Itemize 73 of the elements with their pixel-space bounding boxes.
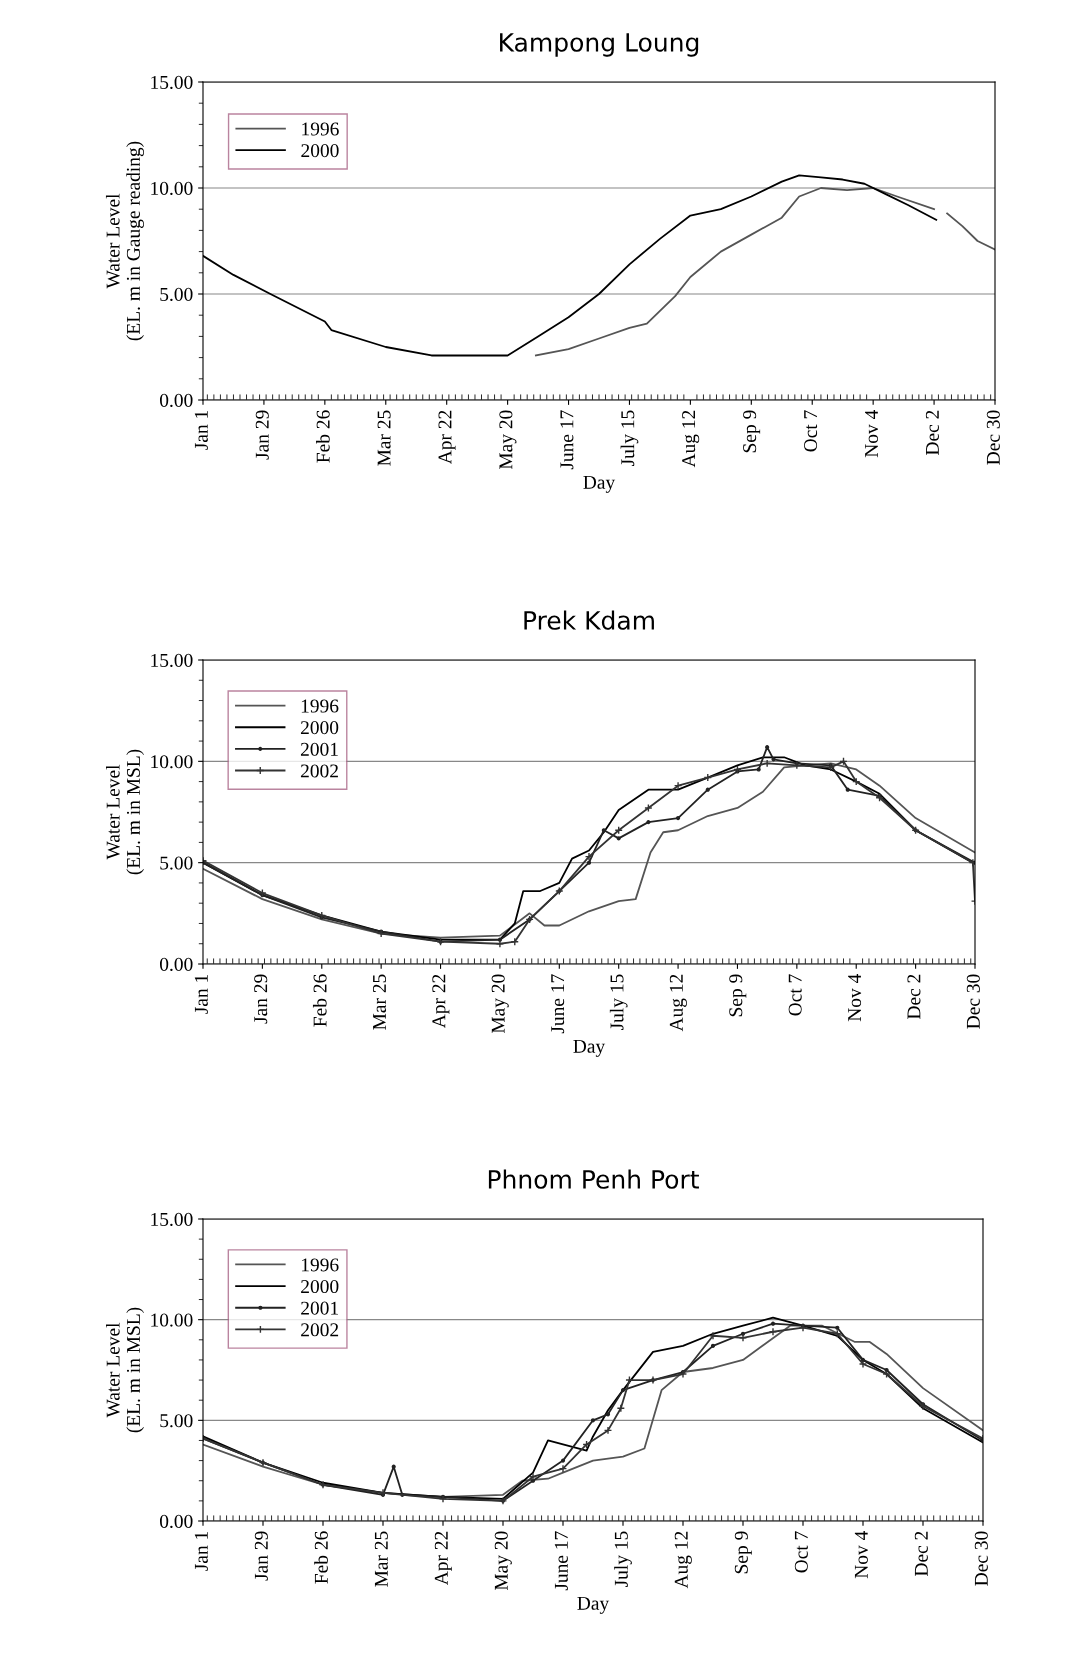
- x-tick-label: Nov 4: [865, 410, 879, 458]
- legend-label: 1996: [301, 699, 339, 713]
- y-tick-label: 10.00: [151, 181, 193, 196]
- legend-label: 2001: [301, 1301, 338, 1315]
- legend-label: 2000: [301, 144, 339, 158]
- x-tick-label: Feb 26: [314, 1531, 328, 1584]
- y-tick-label: 0.00: [159, 1514, 193, 1529]
- y-tick-label: 10.00: [151, 755, 193, 769]
- x-tick-label: Aug 12: [682, 410, 700, 468]
- y-tick-label: 0.00: [159, 957, 193, 972]
- y-axis-title: Water Level (EL. m in Gauge reading): [105, 141, 144, 341]
- legend-label: 2002: [301, 1323, 339, 1337]
- y-axis-title: Water Level (EL. m in MSL): [106, 1307, 144, 1433]
- x-axis-title: Day: [573, 1039, 606, 1057]
- y-tick-label: 15.00: [151, 75, 193, 90]
- x-tick-label: Dec 30: [966, 974, 980, 1029]
- x-tick-label: Nov 4: [848, 974, 862, 1022]
- x-tick-label: Sep 9: [743, 410, 761, 453]
- x-tick-label: Oct 7: [788, 974, 802, 1016]
- x-tick-label: Jan 29: [254, 974, 268, 1024]
- x-tick-label: Aug 12: [669, 974, 687, 1032]
- x-tick-label: Jan 29: [255, 410, 269, 460]
- chart-title: Phnom Penh Port: [488, 1169, 699, 1189]
- y-tick-label: 5.00: [160, 1414, 193, 1428]
- x-tick-label: Apr 22: [434, 1531, 452, 1586]
- x-tick-label: Dec 2: [907, 974, 921, 1020]
- legend-label: 2000: [301, 1279, 339, 1294]
- legend-label: 2001: [300, 742, 338, 756]
- x-tick-label: Dec 2: [925, 410, 939, 456]
- x-axis-title: Day: [577, 1596, 610, 1614]
- x-tick-label: Feb 26: [312, 974, 327, 1027]
- chart-title: Kampong Loung: [500, 33, 699, 57]
- x-tick-label: Feb 26: [316, 410, 330, 463]
- x-tick-label: July 15: [614, 1531, 632, 1588]
- x-tick-label: Apr 22: [432, 974, 450, 1029]
- x-tick-label: Mar 25: [372, 974, 387, 1030]
- x-tick-label: Mar 25: [377, 410, 391, 466]
- x-tick-label: Oct 7: [804, 410, 818, 452]
- x-tick-label: July 15: [620, 410, 639, 467]
- x-axis-title: Day: [583, 475, 616, 493]
- legend-label: 1996: [301, 1258, 339, 1272]
- x-tick-label: June 17: [560, 410, 574, 470]
- x-tick-label: Jan 1: [194, 974, 208, 1014]
- x-tick-label: May 20: [499, 410, 517, 470]
- x-tick-label: May 20: [491, 974, 509, 1034]
- x-tick-label: Jan 29: [254, 1531, 268, 1581]
- x-tick-label: Sep 9: [734, 1531, 752, 1574]
- x-tick-label: Nov 4: [854, 1531, 868, 1579]
- x-tick-label: Dec 30: [974, 1531, 988, 1586]
- y-tick-label: 15.00: [151, 653, 193, 668]
- x-tick-label: Sep 9: [729, 974, 747, 1017]
- legend-label: 2002: [300, 764, 338, 778]
- x-tick-label: Jan 1: [194, 1531, 208, 1571]
- x-tick-label: June 17: [551, 974, 565, 1034]
- x-tick-label: Dec 30: [986, 410, 1000, 465]
- y-axis-title: Water Level (EL. m in MSL): [106, 749, 144, 875]
- x-tick-label: May 20: [494, 1531, 512, 1591]
- x-tick-label: June 17: [554, 1531, 568, 1591]
- y-tick-label: 5.00: [160, 287, 193, 302]
- x-tick-label: Dec 2: [914, 1531, 928, 1577]
- y-tick-label: 10.00: [151, 1313, 193, 1327]
- x-tick-label: Apr 22: [438, 410, 456, 465]
- legend-label: 2000: [300, 721, 339, 735]
- x-tick-label: Mar 25: [374, 1531, 388, 1587]
- x-tick-label: Jan 1: [194, 410, 208, 450]
- x-tick-label: July 15: [609, 974, 628, 1031]
- y-tick-label: 0.00: [159, 393, 193, 408]
- y-tick-label: 5.00: [160, 856, 193, 870]
- x-tick-label: Aug 12: [674, 1531, 692, 1589]
- legend-label: 1996: [302, 122, 339, 136]
- chart-title: Prek Kdam: [524, 610, 654, 630]
- x-tick-label: Oct 7: [794, 1531, 808, 1573]
- y-tick-label: 15.00: [151, 1212, 193, 1227]
